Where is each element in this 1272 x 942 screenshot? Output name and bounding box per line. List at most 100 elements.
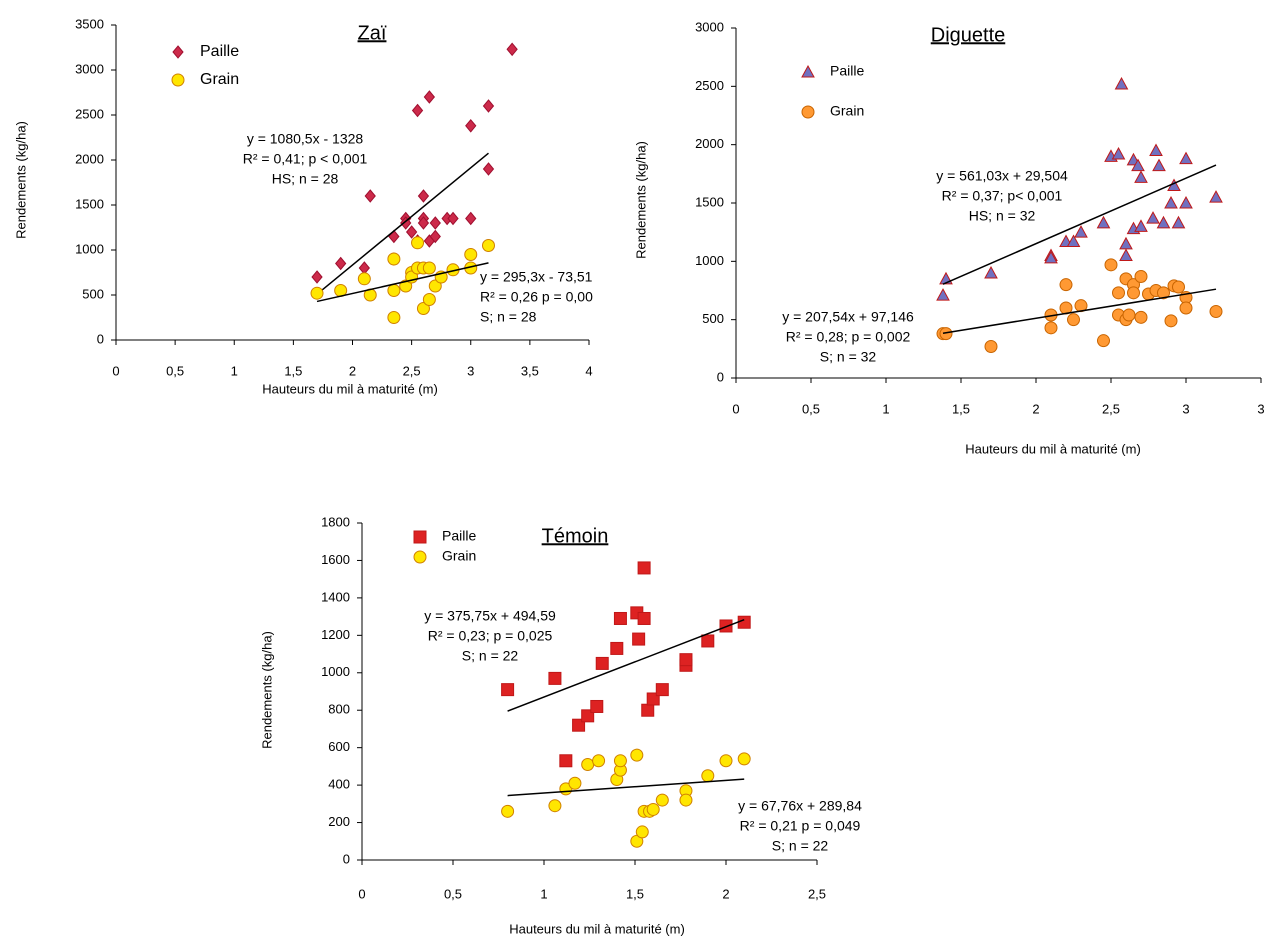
legend-label: Grain — [830, 103, 864, 119]
point — [447, 211, 459, 226]
point — [1134, 170, 1148, 183]
point — [632, 632, 646, 646]
point — [1059, 278, 1073, 292]
point — [482, 162, 495, 176]
annotation: y = 375,75x + 494,59 — [424, 608, 556, 624]
trend-line — [942, 288, 1217, 334]
y-tick-label: 2000 — [75, 151, 104, 166]
point — [1131, 158, 1145, 172]
y-tick-label: 1600 — [321, 552, 350, 567]
legend-marker — [172, 45, 184, 59]
y-tick-label: 1400 — [321, 589, 350, 604]
x-tick-label: 0 — [732, 401, 739, 416]
point — [1134, 219, 1148, 232]
point — [422, 293, 436, 306]
annotation: y = 561,03x + 29,504 — [936, 168, 1068, 184]
point — [592, 754, 606, 768]
trend-line — [316, 262, 489, 303]
point — [405, 225, 418, 239]
point — [364, 189, 376, 203]
annotation: S; n = 22 — [462, 648, 519, 664]
point — [387, 252, 401, 266]
point — [613, 611, 627, 625]
point — [548, 671, 562, 685]
x-tick-label: 3 — [467, 363, 474, 378]
y-tick-label: 3000 — [695, 19, 724, 34]
y-tick-label: 3500 — [75, 16, 104, 31]
point — [1179, 151, 1193, 165]
point — [655, 683, 669, 697]
x-tick-label: 1,5 — [284, 363, 302, 378]
chart-title: Diguette — [931, 24, 1006, 46]
point — [1119, 248, 1133, 261]
annotation: R² = 0,23; p = 0,025 — [428, 628, 553, 644]
point — [429, 229, 441, 244]
point — [465, 119, 477, 133]
point — [1209, 190, 1223, 203]
trend-line — [942, 164, 1217, 285]
point — [1111, 146, 1126, 160]
x-tick-label: 0,5 — [444, 886, 462, 901]
point — [1127, 286, 1140, 300]
y-tick-label: 400 — [328, 777, 350, 792]
point — [417, 189, 430, 203]
legend-label: Paille — [830, 63, 864, 79]
point — [1122, 308, 1136, 322]
point — [655, 793, 669, 807]
point — [679, 653, 693, 667]
point — [1172, 280, 1185, 294]
y-tick-label: 1000 — [75, 241, 104, 256]
point — [1156, 215, 1171, 229]
y-tick-label: 3000 — [75, 61, 104, 76]
chart-title: Zaï — [358, 22, 387, 44]
legend-marker — [171, 73, 185, 87]
point — [701, 634, 715, 648]
point — [548, 799, 562, 813]
point — [310, 286, 324, 300]
y-tick-label: 0 — [717, 369, 724, 384]
point — [429, 216, 441, 230]
annotation: R² = 0,41; p < 0,001 — [243, 151, 368, 167]
point — [701, 769, 715, 783]
legend-marker — [801, 64, 815, 78]
y-axis-label: Rendements (kg/ha) — [259, 631, 274, 749]
point — [590, 699, 604, 713]
point — [613, 754, 627, 768]
legend-marker — [801, 105, 815, 119]
point — [417, 216, 430, 230]
point — [411, 236, 425, 250]
point — [737, 752, 751, 766]
y-axis-label: Rendements (kg/ha) — [633, 141, 648, 259]
point — [635, 825, 649, 839]
x-tick-label: 0 — [112, 363, 119, 378]
x-tick-label: 2,5 — [403, 363, 421, 378]
legend-label: Grain — [200, 71, 239, 88]
point — [610, 641, 624, 655]
point — [311, 270, 323, 284]
y-tick-label: 2000 — [695, 136, 724, 151]
x-tick-label: 1 — [231, 363, 238, 378]
point — [388, 229, 400, 244]
point — [1152, 158, 1166, 172]
point — [984, 265, 998, 279]
annotation: R² = 0,28; p = 0,002 — [786, 329, 911, 345]
annotation: R² = 0,21 p = 0,049 — [740, 818, 861, 834]
point — [1096, 215, 1111, 229]
point — [422, 261, 436, 275]
y-tick-label: 1800 — [321, 514, 350, 529]
y-tick-label: 500 — [702, 311, 724, 326]
x-tick-label: 2 — [1032, 401, 1039, 416]
annotation: HS; n = 32 — [969, 208, 1036, 224]
point — [646, 802, 660, 816]
point — [501, 804, 515, 818]
point — [1171, 215, 1186, 229]
point — [984, 340, 998, 353]
y-tick-label: 0 — [343, 851, 350, 866]
x-tick-label: 1 — [540, 886, 547, 901]
point — [679, 793, 693, 807]
y-tick-label: 600 — [328, 739, 350, 754]
point — [416, 302, 430, 315]
point — [1209, 305, 1223, 318]
x-tick-label: 2,5 — [1102, 401, 1120, 416]
x-tick-label: 1 — [882, 401, 889, 416]
